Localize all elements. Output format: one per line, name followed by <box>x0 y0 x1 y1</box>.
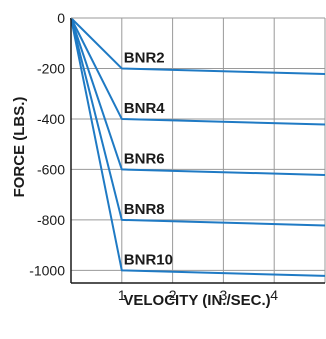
series-line-bnr10 <box>70 17 326 277</box>
series-line-bnr4 <box>70 17 326 126</box>
series-labels: BNR2 BNR4 BNR6 BNR8 BNR10 <box>124 49 173 268</box>
axes <box>70 17 325 284</box>
y-tick-label: -1000 <box>29 262 65 278</box>
series-label-bnr4: BNR4 <box>124 100 165 117</box>
series-lines <box>70 17 326 277</box>
series-label-bnr2: BNR2 <box>124 49 165 66</box>
series-label-bnr10: BNR10 <box>124 251 173 268</box>
x-tick-label: 2 <box>169 287 177 303</box>
x-tick-label: 3 <box>220 287 228 303</box>
series-label-bnr6: BNR6 <box>124 150 165 167</box>
x-tick-label: 1 <box>118 287 126 303</box>
y-tick-label: -200 <box>37 60 65 76</box>
tick-labels: 1 2 3 4 0 -200 -400 -600 -800 -1000 <box>29 10 278 303</box>
series-label-bnr8: BNR8 <box>124 201 165 218</box>
y-tick-label: -400 <box>37 111 65 127</box>
x-tick-label: 4 <box>270 287 278 303</box>
y-axis-title: FORCE (LBS.) <box>11 97 28 198</box>
y-tick-label: 0 <box>57 10 65 26</box>
y-tick-label: -600 <box>37 161 65 177</box>
y-tick-label: -800 <box>37 212 65 228</box>
series-line-bnr2 <box>70 17 326 76</box>
grid <box>71 18 326 283</box>
series-line-bnr6 <box>70 17 326 176</box>
x-axis-title: VELOCITY (IN./SEC.) <box>123 292 270 309</box>
series-line-bnr8 <box>70 17 326 227</box>
